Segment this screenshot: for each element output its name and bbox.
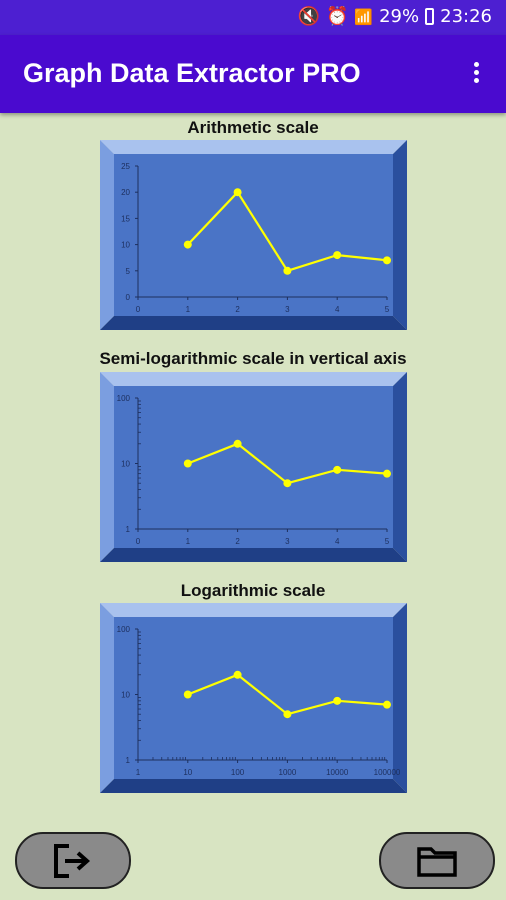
y-tick-label: 100 xyxy=(117,394,131,403)
data-point xyxy=(333,465,342,474)
chart-log[interactable]: 1 10 100 1 10 100 1000 10000 100000 xyxy=(100,603,407,793)
chart-title-log: Logarithmic scale xyxy=(180,581,326,600)
x-tick-label: 1 xyxy=(186,305,191,314)
frame-bevel-top xyxy=(100,372,407,386)
folder-icon xyxy=(417,846,457,877)
wifi-icon: 📶 xyxy=(354,7,374,26)
data-point xyxy=(233,188,242,197)
y-tick-label: 10 xyxy=(121,460,130,469)
x-tick-label: 3 xyxy=(285,537,290,546)
x-tick-label: 10000 xyxy=(326,768,349,777)
data-point xyxy=(283,710,292,719)
data-point xyxy=(183,690,192,699)
x-tick-label: 0 xyxy=(136,537,141,546)
x-tick-label: 1 xyxy=(186,537,191,546)
chart-title-semilog: Semi-logarithmic scale in vertical axis xyxy=(99,349,407,368)
x-tick-label: 2 xyxy=(235,537,240,546)
data-point xyxy=(233,439,242,448)
x-tick-label: 0 xyxy=(136,305,141,314)
x-tick-label: 3 xyxy=(285,305,290,314)
chart-arithmetic[interactable]: 0 5 10 15 20 25 0 1 2 3 4 5 xyxy=(100,140,407,330)
exit-button[interactable] xyxy=(15,832,131,889)
data-point xyxy=(333,696,342,705)
chart-title-arithmetic: Arithmetic scale xyxy=(187,118,319,137)
y-tick-label: 1 xyxy=(126,525,131,534)
y-tick-label: 10 xyxy=(121,241,130,250)
x-tick-label: 100 xyxy=(231,768,245,777)
data-point xyxy=(183,459,192,468)
status-bar: 🔇 ⏰ 📶 29% 23:26 xyxy=(0,0,506,35)
x-tick-label: 100000 xyxy=(374,768,401,777)
y-tick-label: 5 xyxy=(126,267,131,276)
data-point xyxy=(383,700,391,709)
frame-bevel-right xyxy=(393,140,407,330)
chart-arithmetic-svg: 0 5 10 15 20 25 0 1 2 3 4 5 xyxy=(100,140,407,330)
frame-bevel-left xyxy=(100,372,114,562)
data-point xyxy=(383,469,391,478)
data-point xyxy=(283,266,292,275)
y-tick-label: 15 xyxy=(121,214,130,223)
open-folder-button[interactable] xyxy=(379,832,495,889)
x-tick-label: 1000 xyxy=(279,768,297,777)
frame-bevel-right xyxy=(393,372,407,562)
y-tick-label: 10 xyxy=(121,691,130,700)
x-tick-label: 2 xyxy=(235,305,240,314)
data-point xyxy=(233,670,242,679)
plot-area xyxy=(114,617,393,779)
alarm-icon: ⏰ xyxy=(326,6,349,27)
clock: 23:26 xyxy=(440,6,492,27)
x-tick-label: 5 xyxy=(385,537,390,546)
x-tick-label: 10 xyxy=(183,768,192,777)
frame-bevel-right xyxy=(393,603,407,793)
x-tick-label: 4 xyxy=(335,305,340,314)
app-title: Graph Data Extractor PRO xyxy=(23,58,361,88)
frame-bevel-left xyxy=(100,140,114,330)
battery-percent: 29% xyxy=(379,6,420,27)
frame-bevel-bottom xyxy=(100,548,407,562)
frame-bevel-bottom xyxy=(100,779,407,793)
plot-area xyxy=(114,386,393,548)
overflow-menu-icon[interactable] xyxy=(466,59,486,89)
x-tick-label: 5 xyxy=(385,305,390,314)
y-tick-label: 0 xyxy=(126,293,131,302)
data-point xyxy=(183,240,192,249)
chart-semilog[interactable]: 1 10 100 0 1 2 3 4 5 xyxy=(100,372,407,562)
y-tick-label: 100 xyxy=(117,625,131,634)
mute-icon: 🔇 xyxy=(297,6,320,27)
x-tick-label: 4 xyxy=(335,537,340,546)
status-icons: 🔇 ⏰ 📶 29% 23:26 xyxy=(298,6,492,27)
frame-bevel-top xyxy=(100,140,407,154)
exit-icon xyxy=(54,843,91,878)
y-tick-label: 1 xyxy=(126,756,131,765)
y-tick-label: 25 xyxy=(121,162,130,171)
plot-area xyxy=(114,154,393,316)
chart-log-svg: 1 10 100 1 10 100 1000 10000 100000 xyxy=(100,603,407,793)
app-bar: Graph Data Extractor PRO xyxy=(0,35,506,113)
battery-icon xyxy=(425,8,435,25)
frame-bevel-top xyxy=(100,603,407,617)
data-point xyxy=(383,256,391,265)
x-tick-label: 1 xyxy=(136,768,141,777)
data-point xyxy=(283,479,292,488)
data-point xyxy=(333,251,342,260)
frame-bevel-bottom xyxy=(100,316,407,330)
frame-bevel-left xyxy=(100,603,114,793)
y-tick-label: 20 xyxy=(121,188,130,197)
